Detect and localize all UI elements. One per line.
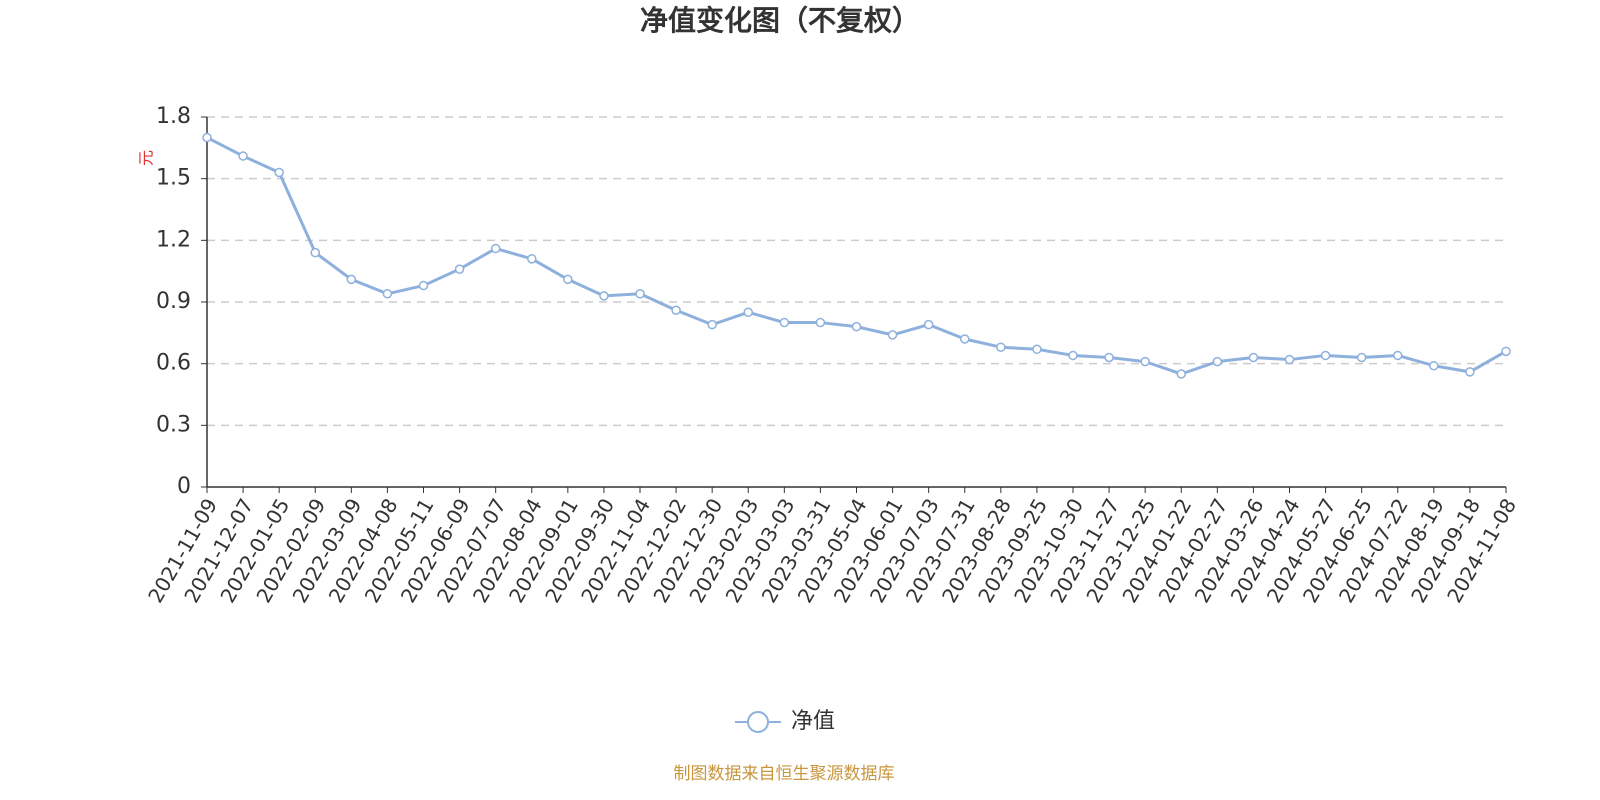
data-point [923, 319, 934, 330]
data-point [1320, 350, 1331, 361]
data-point [815, 317, 826, 328]
data-point [671, 305, 681, 315]
data-point [1068, 350, 1078, 361]
data-point [418, 280, 429, 291]
y-tick-label: 1.2 [156, 227, 191, 252]
y-tick-label: 0.9 [156, 289, 191, 314]
data-point [490, 243, 501, 254]
data-point [1501, 346, 1511, 357]
data-point [635, 289, 645, 299]
y-tick-label: 0 [177, 474, 191, 499]
data-point [1212, 356, 1223, 367]
data-point [1032, 344, 1042, 355]
data-point [202, 132, 212, 143]
data-point [1176, 369, 1186, 379]
data-point [743, 307, 753, 318]
data-point [887, 330, 898, 340]
y-tick-label: 1.8 [156, 104, 191, 129]
data-point [563, 274, 573, 285]
data-point [1465, 367, 1475, 377]
data-point [1284, 354, 1295, 365]
y-tick-label: 1.5 [156, 166, 191, 191]
data-point [310, 247, 320, 258]
data-point [1429, 360, 1439, 371]
legend-label: 净值 [791, 709, 835, 734]
data-point [346, 274, 357, 285]
data-point [527, 254, 537, 264]
y-axis-label: 元 [137, 150, 156, 166]
data-line [206, 136, 1507, 376]
source-note: 制图数据来自恒生聚源数据库 [674, 764, 895, 784]
data-point [707, 319, 717, 330]
data-point [1356, 352, 1367, 363]
legend-marker [747, 711, 769, 733]
data-point [851, 321, 862, 332]
data-point [382, 289, 393, 299]
data-point [996, 342, 1006, 352]
data-point [1140, 356, 1150, 367]
data-point [599, 291, 609, 301]
data-point [1104, 352, 1114, 363]
data-point [960, 334, 970, 344]
data-point [238, 151, 248, 161]
y-tick-label: 0.3 [156, 412, 191, 437]
chart-title: 净值变化图（不复权） [640, 4, 920, 37]
data-point [274, 167, 284, 178]
data-point [779, 317, 790, 328]
data-point [1393, 350, 1403, 361]
data-point [454, 264, 465, 274]
data-point [1248, 352, 1259, 363]
y-tick-label: 0.6 [156, 351, 191, 376]
